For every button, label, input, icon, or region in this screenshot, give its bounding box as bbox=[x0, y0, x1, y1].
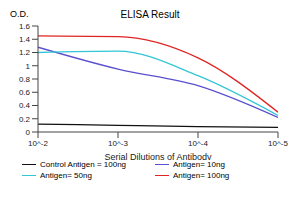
svg-text:0.6: 0.6 bbox=[19, 88, 31, 97]
html-text:Antigen= 50ng: Antigen= 50ng bbox=[40, 171, 92, 180]
html-text:Control Antigen = 100ng: Control Antigen = 100ng bbox=[40, 160, 127, 169]
svg-text:10^-5: 10^-5 bbox=[268, 139, 288, 148]
html-text:Antigen= 100ng: Antigen= 100ng bbox=[173, 171, 230, 180]
svg-text:1.6: 1.6 bbox=[19, 22, 31, 31]
svg-text:0.2: 0.2 bbox=[19, 115, 31, 124]
svg-text:10^-2: 10^-2 bbox=[28, 139, 48, 148]
svg-text:1.2: 1.2 bbox=[19, 48, 31, 57]
svg-text:0.4: 0.4 bbox=[19, 101, 31, 110]
svg-text:0: 0 bbox=[26, 128, 31, 137]
svg-text:1.4: 1.4 bbox=[19, 35, 31, 44]
html-text:ELISA Result: ELISA Result bbox=[120, 9, 180, 20]
html-text:O.D.: O.D. bbox=[10, 9, 29, 19]
svg-text:10^-4: 10^-4 bbox=[188, 139, 208, 148]
svg-text:1: 1 bbox=[26, 62, 31, 71]
html-text:Antigen= 10ng: Antigen= 10ng bbox=[173, 160, 225, 169]
svg-text:0.8: 0.8 bbox=[19, 75, 31, 84]
svg-text:Serial Dilutions of Antibody: Serial Dilutions of Antibody bbox=[104, 152, 212, 160]
svg-text:10^-3: 10^-3 bbox=[108, 139, 128, 148]
